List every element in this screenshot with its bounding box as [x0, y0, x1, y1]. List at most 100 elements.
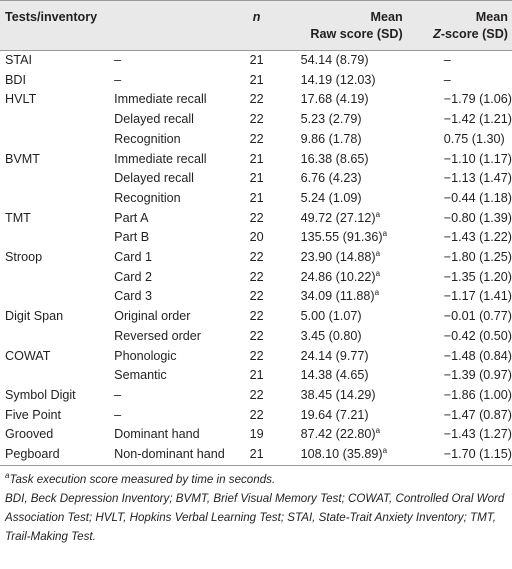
- z-score-cell: −1.10 (1.17): [443, 151, 512, 166]
- raw-score-cell: 87.42 (22.80)a: [274, 425, 407, 445]
- raw-score: 6.76 (4.23): [300, 171, 362, 186]
- n-cell: 22: [249, 309, 264, 324]
- raw-score: 108.10 (35.89): [300, 447, 383, 462]
- test-cell: Pegboard: [5, 447, 60, 462]
- raw-score-cell: 49.72 (27.12)a: [274, 209, 407, 229]
- z-score-cell: 0.75 (1.30): [443, 131, 505, 146]
- n-cell: 22: [249, 131, 264, 146]
- subtest-cell: –: [114, 53, 122, 67]
- table-row: Reversed order 22 3.45 (0.80) −0.42 (0.50): [0, 327, 512, 347]
- n-cell: 21: [249, 171, 264, 186]
- header-text: Raw score (SD): [310, 27, 403, 41]
- note-marker: a: [382, 445, 388, 455]
- subtest-cell: –: [114, 387, 122, 402]
- raw-score-cell: 23.90 (14.88)a: [274, 248, 407, 268]
- raw-score: 5.24 (1.09): [300, 190, 362, 205]
- note-marker: a: [382, 229, 388, 239]
- raw-score-cell: 5.23 (2.79): [274, 110, 407, 130]
- table-body: STAI – 21 54.14 (8.79) – BDI – 21 14.19 (12.03) –…: [0, 51, 512, 466]
- raw-score-cell: 14.38 (4.65): [274, 366, 407, 386]
- footnote-marker: a: [5, 470, 10, 480]
- raw-score-cell: 135.55 (91.36)a: [274, 228, 407, 248]
- header-cell: n: [239, 0, 274, 51]
- z-score-cell: −1.70 (1.15): [443, 447, 512, 462]
- header-cell: Mean Z-score (SD): [406, 0, 512, 51]
- test-cell: Symbol Digit: [5, 387, 76, 402]
- z-score-cell: −0.44 (1.18): [443, 190, 512, 205]
- raw-score: 24.14 (9.77): [300, 348, 369, 363]
- n-cell: 22: [249, 92, 264, 107]
- raw-score-cell: 54.14 (8.79): [274, 51, 407, 71]
- test-cell: COWAT: [5, 348, 51, 363]
- n-cell: 21: [249, 72, 264, 87]
- table-row: Delayed recall 21 6.76 (4.23) −1.13 (1.47): [0, 169, 512, 189]
- subtest-cell: Immediate recall: [114, 151, 207, 166]
- n-cell: 22: [249, 210, 264, 225]
- test-cell: [0, 169, 114, 189]
- n-cell: 22: [249, 348, 264, 363]
- raw-score-cell: 108.10 (35.89)a: [274, 445, 407, 465]
- note-marker: a: [375, 209, 381, 219]
- z-score-cell: –: [443, 53, 451, 67]
- subtest-cell: Reversed order: [114, 328, 201, 343]
- z-score-cell: −0.42 (0.50): [443, 328, 512, 343]
- raw-score-cell: 38.45 (14.29): [274, 386, 407, 406]
- table-row: HVLT Immediate recall 22 17.68 (4.19) −1.79 …: [0, 90, 512, 110]
- n-cell: 21: [249, 368, 264, 383]
- note-marker: a: [375, 426, 381, 436]
- z-score-cell: −1.48 (0.84): [443, 348, 512, 363]
- table-row: Recognition 22 9.86 (1.78) 0.75 (1.30): [0, 130, 512, 150]
- z-score-cell: −1.47 (0.87): [443, 407, 512, 422]
- header-text: Mean: [370, 10, 403, 24]
- table-row: Part B 20 135.55 (91.36)a −1.43 (1.22): [0, 228, 512, 248]
- test-cell: BDI: [5, 72, 26, 87]
- raw-score: 5.23 (2.79): [300, 112, 362, 127]
- z-score-cell: −1.43 (1.22): [443, 230, 512, 245]
- table-row: Five Point – 22 19.64 (7.21) −1.47 (0.87): [0, 406, 512, 426]
- raw-score: 87.42 (22.80): [300, 427, 376, 442]
- n-cell: 22: [249, 387, 264, 402]
- table-row: TMT Part A 22 49.72 (27.12)a −0.80 (1.39): [0, 209, 512, 229]
- subtest-cell: Card 3: [114, 289, 152, 304]
- z-score-cell: −0.80 (1.39): [443, 210, 512, 225]
- footnotes: aTask execution score measured by time i…: [0, 466, 512, 546]
- raw-score-cell: 9.86 (1.78): [274, 130, 407, 150]
- n-cell: 22: [249, 250, 264, 265]
- raw-score-cell: 24.86 (10.22)a: [274, 268, 407, 288]
- subtest-cell: Non-dominant hand: [114, 447, 225, 462]
- header-cell: [114, 0, 240, 51]
- n-cell: 22: [249, 407, 264, 422]
- raw-score: 9.86 (1.78): [300, 131, 362, 146]
- raw-score-cell: 16.38 (8.65): [274, 150, 407, 170]
- raw-score-cell: 6.76 (4.23): [274, 169, 407, 189]
- raw-score: 14.38 (4.65): [300, 368, 369, 383]
- table-row: Card 2 22 24.86 (10.22)a −1.35 (1.20): [0, 268, 512, 288]
- n-cell: 22: [249, 289, 264, 304]
- n-cell: 21: [249, 53, 264, 67]
- z-score-cell: −1.79 (1.06): [443, 92, 512, 107]
- z-score-cell: −1.42 (1.21): [443, 112, 512, 127]
- header-cell: Tests/inventory: [0, 0, 115, 51]
- header-row: Tests/inventory n Mean Raw score (SD) Mea…: [0, 0, 512, 51]
- z-score-cell: −1.17 (1.41): [443, 289, 512, 304]
- subtest-cell: Original order: [114, 309, 191, 324]
- n-cell: 22: [249, 328, 264, 343]
- test-cell: [0, 287, 114, 307]
- subtest-cell: Semantic: [114, 368, 167, 383]
- z-score-cell: −1.13 (1.47): [443, 171, 512, 186]
- table-row: Digit Span Original order 22 5.00 (1.07) −0.…: [0, 307, 512, 327]
- z-score-cell: −1.86 (1.00): [443, 387, 512, 402]
- subtest-cell: –: [114, 72, 122, 87]
- n-cell: 20: [249, 230, 264, 245]
- subtest-cell: Card 2: [114, 269, 152, 284]
- raw-score-cell: 17.68 (4.19): [274, 90, 407, 110]
- z-score-cell: –: [443, 72, 451, 87]
- n-cell: 19: [249, 427, 264, 442]
- n-cell: 21: [249, 447, 264, 462]
- subtest-cell: Recognition: [114, 131, 181, 146]
- test-cell: [0, 268, 114, 288]
- test-cell: [0, 327, 114, 347]
- subtest-cell: Part B: [114, 230, 150, 245]
- z-score-cell: −1.39 (0.97): [443, 368, 512, 383]
- test-cell: STAI: [5, 53, 33, 67]
